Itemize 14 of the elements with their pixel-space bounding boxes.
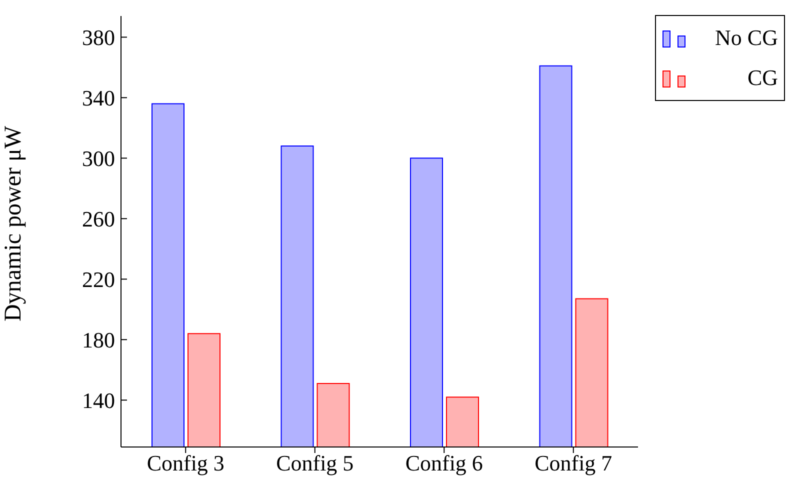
x-tick-label: Config 7 bbox=[534, 450, 612, 476]
y-tick-label: 140 bbox=[82, 388, 115, 413]
x-tick-label: Config 5 bbox=[276, 450, 354, 476]
legend-label: No CG bbox=[715, 25, 778, 51]
y-tick-label: 260 bbox=[82, 206, 115, 232]
y-tick-label: 340 bbox=[82, 85, 115, 110]
y-tick-label: 300 bbox=[82, 146, 115, 171]
y-tick-label: 180 bbox=[82, 327, 115, 352]
y-tick-label: 220 bbox=[82, 266, 115, 292]
text: CG bbox=[747, 65, 778, 91]
x-tick-label: Config 6 bbox=[405, 450, 483, 476]
y-tick-label: 380 bbox=[82, 24, 115, 50]
y-axis-title: Dynamic power μW bbox=[0, 126, 27, 322]
x-tick-label: Config 3 bbox=[146, 450, 224, 476]
